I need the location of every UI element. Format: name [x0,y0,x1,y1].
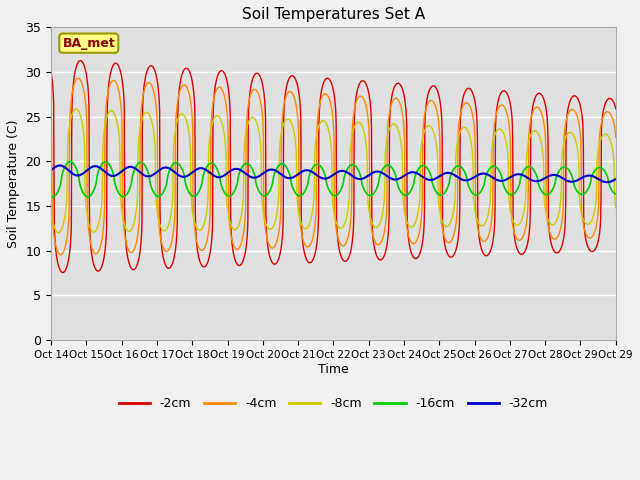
-4cm [47,109,55,115]
-8cm [47,207,55,213]
-32cm [136,169,143,175]
-16cm [49,194,56,200]
Line: -4cm: -4cm [51,78,616,255]
Line: -8cm: -8cm [51,109,616,233]
-4cm [605,109,613,115]
-8cm [308,207,316,213]
-4cm [612,134,620,140]
-4cm [74,75,82,81]
-8cm [319,118,327,123]
-32cm [603,180,611,185]
-32cm [47,168,55,173]
Legend: -2cm, -4cm, -8cm, -16cm, -32cm: -2cm, -4cm, -8cm, -16cm, -32cm [114,392,553,415]
-4cm [319,92,327,98]
-4cm [308,236,316,241]
-8cm [467,140,475,145]
Line: -16cm: -16cm [51,161,616,197]
Text: BA_met: BA_met [62,36,115,49]
-8cm [550,221,558,227]
Line: -2cm: -2cm [51,60,616,273]
-2cm [59,270,67,276]
-4cm [57,252,65,258]
-2cm [136,248,144,254]
-16cm [605,181,613,187]
-8cm [72,106,80,112]
-4cm [550,236,558,242]
-16cm [612,191,620,197]
-2cm [467,87,475,93]
-2cm [47,70,55,75]
-8cm [54,230,62,236]
-32cm [308,169,316,175]
-2cm [605,96,613,101]
-16cm [136,159,144,165]
-4cm [136,137,144,143]
X-axis label: Time: Time [318,362,349,375]
-32cm [56,163,64,168]
Y-axis label: Soil Temperature (C): Soil Temperature (C) [7,120,20,248]
-16cm [47,194,55,200]
-16cm [550,184,558,190]
-32cm [319,176,327,181]
-32cm [467,176,475,182]
-16cm [319,168,327,173]
Line: -32cm: -32cm [51,166,616,182]
-2cm [550,248,558,253]
-2cm [319,81,327,86]
-2cm [308,257,316,263]
-2cm [77,58,84,63]
-8cm [612,205,620,211]
-16cm [67,158,74,164]
-32cm [550,172,557,178]
-2cm [612,106,620,111]
-32cm [605,179,613,185]
Title: Soil Temperatures Set A: Soil Temperatures Set A [242,7,425,22]
-8cm [605,134,613,140]
-16cm [467,189,475,194]
-8cm [136,125,144,131]
-4cm [467,107,475,112]
-32cm [612,176,620,182]
-16cm [308,165,316,171]
